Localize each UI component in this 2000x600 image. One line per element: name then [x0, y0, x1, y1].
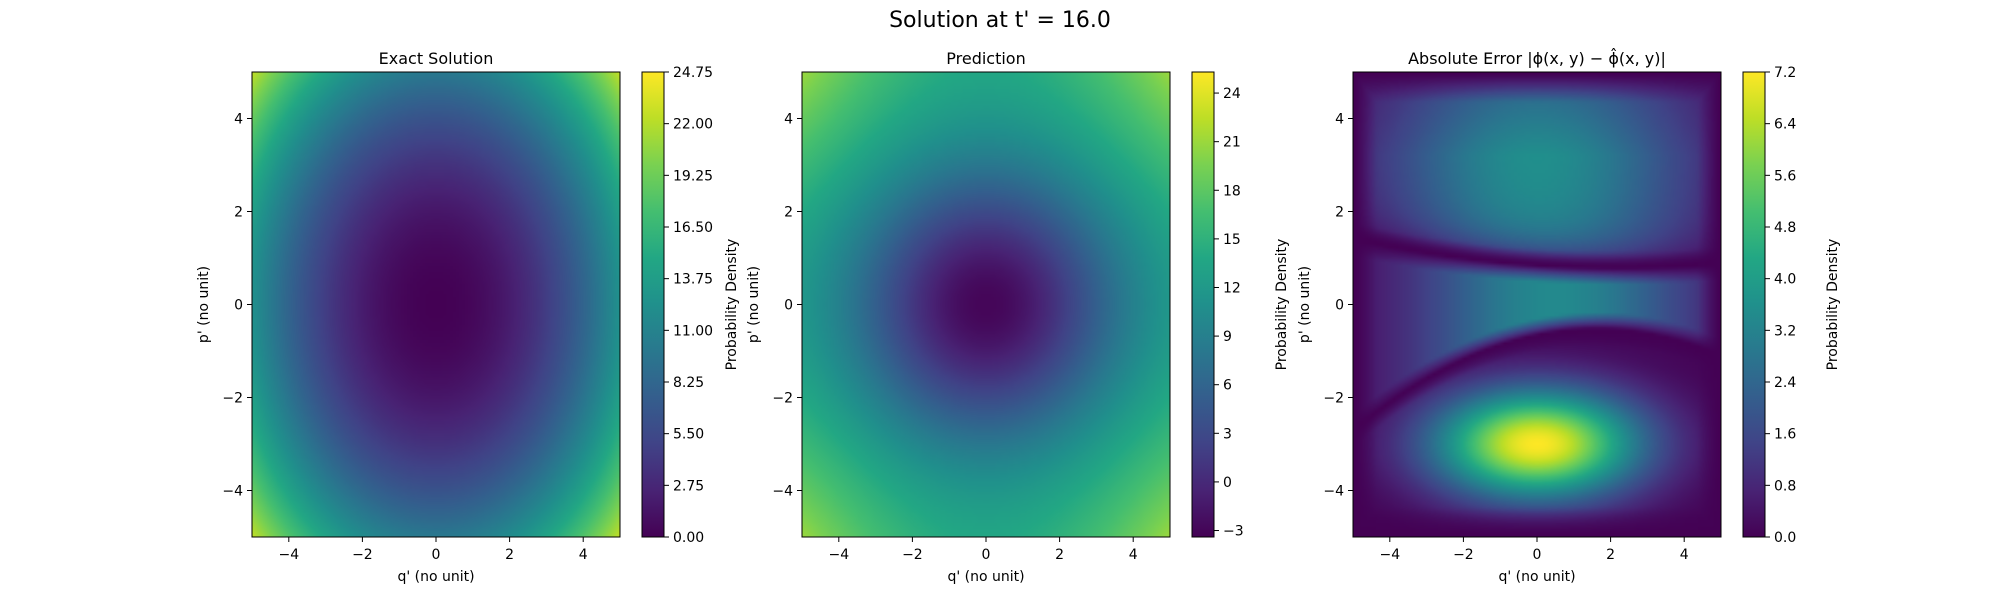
- colorbar-tick-label: 24.75: [673, 65, 713, 81]
- colorbar-tick-label: 8.25: [673, 375, 704, 391]
- y-axis-label: p' (no unit): [1297, 266, 1313, 343]
- panel-title-3: Absolute Error |ϕ(x, y) − ϕ̂(x, y)|: [1408, 48, 1666, 68]
- colorbar-tick-label: 2.75: [673, 478, 704, 494]
- colorbar-tick-label: 15: [1223, 232, 1241, 248]
- x-tick-label: −2: [352, 547, 373, 563]
- x-axis-label: q' (no unit): [947, 569, 1024, 585]
- colorbar-tick-label: 2.4: [1774, 375, 1796, 391]
- colorbar-tick-label: 4.8: [1774, 220, 1796, 236]
- colorbar-label: Probability Density: [724, 239, 740, 371]
- figure-title: Solution at t' = 16.0: [889, 8, 1111, 33]
- y-tick-label: 4: [1335, 112, 1344, 128]
- colorbar-tick-label: 19.25: [673, 168, 713, 184]
- colorbar-tick-label: 21: [1223, 135, 1241, 151]
- colorbar-tick-label: 6: [1223, 378, 1232, 394]
- x-axis-label: q' (no unit): [1498, 569, 1575, 585]
- colorbar-tick-label: 6.4: [1774, 117, 1796, 133]
- colorbar-tick-label: −3: [1223, 524, 1244, 540]
- x-tick-label: 0: [432, 547, 441, 563]
- y-tick-label: −4: [1323, 484, 1344, 500]
- y-axis-label: p' (no unit): [196, 266, 212, 343]
- y-axis-label: p' (no unit): [746, 266, 762, 343]
- colorbar-tick-label: 0: [1223, 475, 1232, 491]
- colorbar-tick-label: 22.00: [673, 117, 713, 133]
- colorbar-tick-label: 3: [1223, 426, 1232, 442]
- x-tick-label: 2: [505, 547, 514, 563]
- colorbar-tick-label: 13.75: [673, 272, 713, 288]
- colorbar-tick-label: 5.50: [673, 427, 704, 443]
- colorbar-tick-label: 18: [1223, 183, 1241, 199]
- heatmap-image-3: [1353, 72, 1721, 537]
- panel-title-1: Exact Solution: [379, 49, 494, 68]
- x-tick-label: −4: [278, 547, 299, 563]
- colorbar-label: Probability Density: [1825, 239, 1841, 371]
- y-tick-label: 4: [784, 112, 793, 128]
- x-tick-label: 4: [1680, 547, 1689, 563]
- heatmap-image-1: [252, 72, 620, 537]
- x-tick-label: 0: [982, 547, 991, 563]
- x-tick-label: 4: [579, 547, 588, 563]
- colorbar-tick-label: 0.00: [673, 530, 704, 546]
- y-tick-label: 0: [784, 298, 793, 314]
- colorbar-tick-label: 12: [1223, 280, 1241, 296]
- x-tick-label: −4: [828, 547, 849, 563]
- colorbar-tick-label: 5.6: [1774, 168, 1796, 184]
- colorbar-tick-label: 4.0: [1774, 272, 1796, 288]
- y-tick-label: −2: [1323, 391, 1344, 407]
- colorbar-tick-label: 9: [1223, 329, 1232, 345]
- colorbar-3: [1742, 71, 1766, 538]
- x-tick-label: −2: [902, 547, 923, 563]
- y-tick-label: 2: [784, 205, 793, 221]
- x-tick-label: 0: [1533, 547, 1542, 563]
- colorbar-1: [641, 71, 665, 538]
- y-tick-label: −4: [222, 484, 243, 500]
- panel-title-2: Prediction: [946, 49, 1025, 68]
- colorbar-label: Probability Density: [1274, 239, 1290, 371]
- x-tick-label: 2: [1606, 547, 1615, 563]
- y-tick-label: 4: [234, 112, 243, 128]
- y-tick-label: −2: [222, 391, 243, 407]
- y-tick-label: −4: [772, 484, 793, 500]
- y-tick-label: 0: [1335, 298, 1344, 314]
- x-tick-label: −4: [1379, 547, 1400, 563]
- x-axis-label: q' (no unit): [397, 569, 474, 585]
- colorbar-tick-label: 11.00: [673, 323, 713, 339]
- colorbar-2: [1191, 71, 1215, 538]
- y-tick-label: −2: [772, 391, 793, 407]
- colorbar-tick-label: 7.2: [1774, 65, 1796, 81]
- colorbar-tick-label: 0.8: [1774, 478, 1796, 494]
- colorbar-tick-label: 0.0: [1774, 530, 1796, 546]
- x-tick-label: 2: [1055, 547, 1064, 563]
- colorbar-tick-label: 3.2: [1774, 323, 1796, 339]
- y-tick-label: 2: [1335, 205, 1344, 221]
- y-tick-label: 0: [234, 298, 243, 314]
- y-tick-label: 2: [234, 205, 243, 221]
- x-tick-label: −2: [1453, 547, 1474, 563]
- colorbar-tick-label: 16.50: [673, 220, 713, 236]
- heatmap-image-2: [802, 72, 1170, 537]
- x-tick-label: 4: [1129, 547, 1138, 563]
- colorbar-tick-label: 1.6: [1774, 427, 1796, 443]
- colorbar-tick-label: 24: [1223, 86, 1241, 102]
